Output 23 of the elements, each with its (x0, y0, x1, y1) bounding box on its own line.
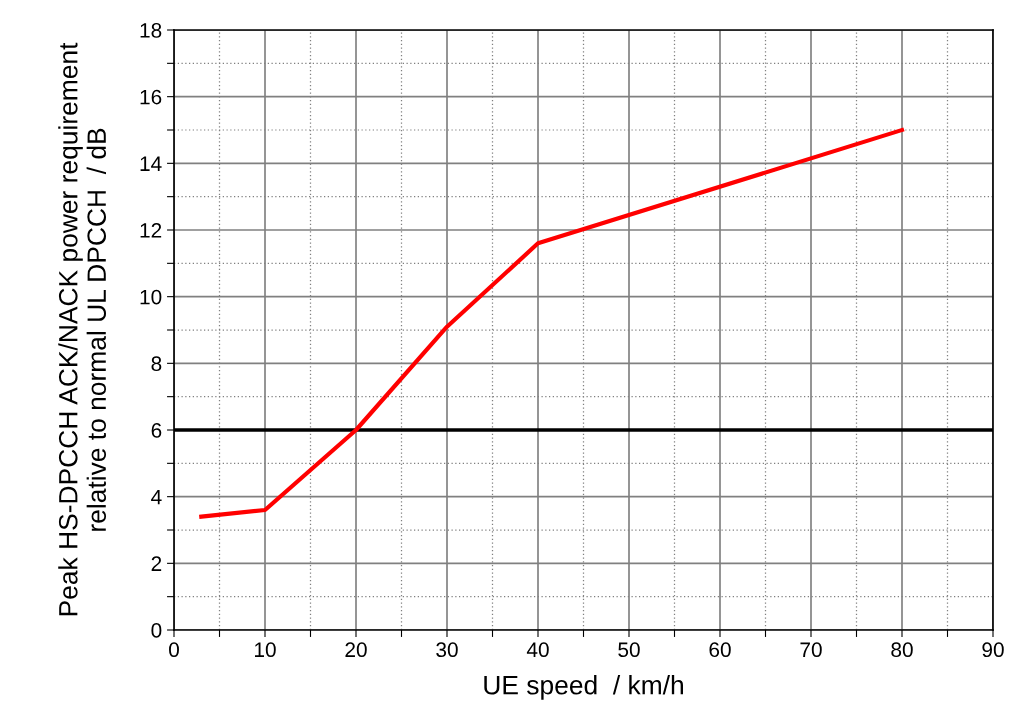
x-tick-label: 60 (709, 642, 731, 658)
y-tick-label: 4 (151, 489, 162, 505)
x-tick-label: 10 (255, 642, 276, 658)
y-tick-label: 12 (140, 223, 162, 238)
y-tick-label: 2 (151, 556, 162, 571)
x-tick-label: 90 (982, 642, 1004, 658)
x-tick-label: 70 (800, 642, 822, 658)
x-axis-title: UE speed / km/h (484, 675, 683, 700)
x-tick-label: 40 (526, 642, 549, 658)
y-tick-label: 18 (140, 23, 162, 38)
x-tick-label: 20 (345, 642, 367, 658)
y-tick-label: 8 (151, 356, 162, 372)
y-tick-label: 16 (140, 89, 162, 105)
y-tick-label: 0 (151, 623, 162, 638)
x-tick-label: 50 (618, 642, 640, 658)
x-tick-label: 0 (169, 642, 179, 658)
y-tick-label: 6 (151, 423, 162, 438)
x-tick-label: 80 (891, 642, 913, 658)
line-series (199, 127, 905, 519)
y-tick-label: 14 (140, 156, 162, 171)
y-tick-label: 10 (140, 289, 162, 305)
x-tick-label: 30 (436, 642, 458, 658)
y-axis-title: Peak HS-DPCCH ACK/NACK power requirement relative to normal UL DPCCH / dB (58, 42, 107, 616)
